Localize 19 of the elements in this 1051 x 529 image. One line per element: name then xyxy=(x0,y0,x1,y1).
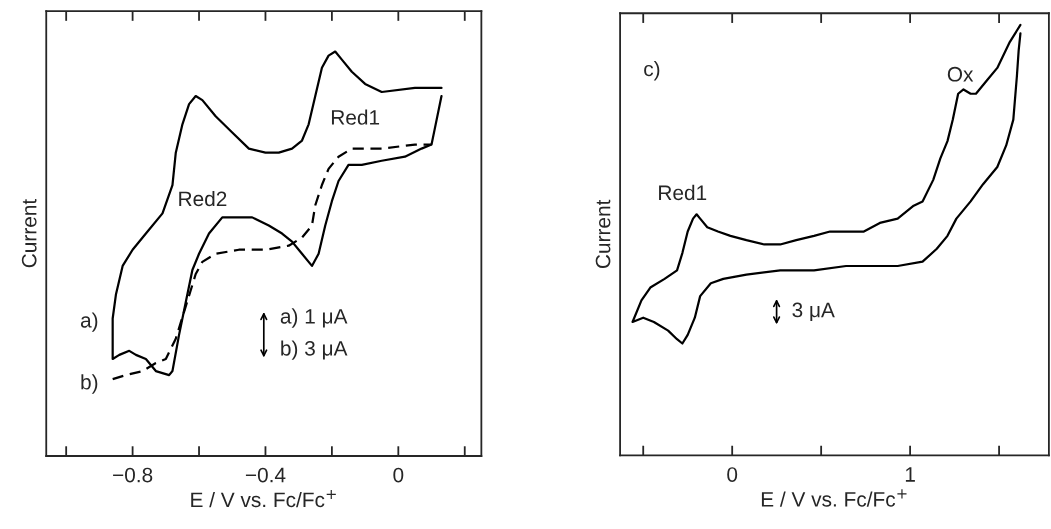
annotation: Red1 xyxy=(659,184,707,201)
annotation: a) 1 μA xyxy=(280,308,348,328)
x-tick-label: −0.8 xyxy=(113,467,153,483)
annotation: c) xyxy=(644,61,660,81)
annotation: 3 μA xyxy=(792,302,835,322)
annotation: Red2 xyxy=(179,190,227,207)
y-axis-title: Current xyxy=(595,199,611,269)
annotation: b) xyxy=(81,374,98,394)
x-axis-title: E / V vs. Fc/Fc$^{+}$ xyxy=(761,489,907,507)
x-tick-label: −0.4 xyxy=(245,467,286,483)
x-tick-label: 1 xyxy=(905,467,915,482)
y-axis-title: Current xyxy=(21,198,37,268)
annotation: Red1 xyxy=(331,109,380,125)
x-tick-label: 0 xyxy=(727,467,738,482)
x-tick-label: 0 xyxy=(393,467,404,483)
annotation: b) 3 μA xyxy=(281,340,348,360)
annotation: Ox xyxy=(947,66,974,82)
annotation: a) xyxy=(80,312,98,332)
x-axis-title: E / V vs. Fc/Fc$^{+}$ xyxy=(191,489,336,508)
